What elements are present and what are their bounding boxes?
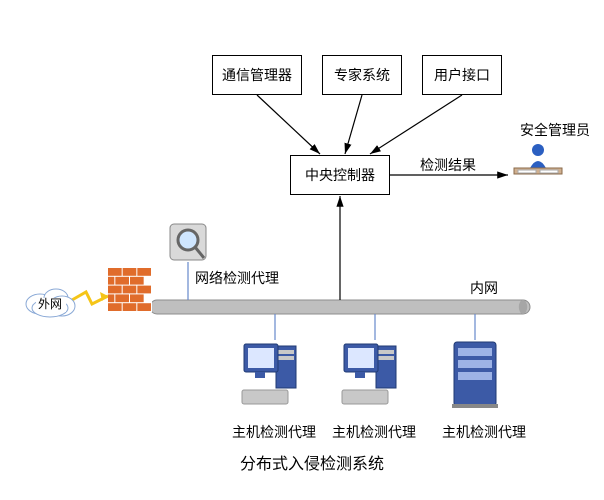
node-comm-mgr: 通信管理器 [212, 55, 302, 95]
node-user-if: 用户接口 [422, 55, 502, 95]
pc1-icon [240, 340, 312, 412]
diagram-canvas: 通信管理器专家系统用户接口中央控制器安全管理员检测结果网络检测代理主机检测代理主… [0, 0, 604, 500]
node-label: 用户接口 [434, 65, 490, 85]
host-agent1-label: 主机检测代理 [232, 422, 316, 442]
edge [345, 95, 362, 154]
node-label: 专家系统 [334, 65, 390, 85]
bus-label: 内网 [470, 278, 498, 298]
edge [370, 95, 462, 154]
detection-result-label: 检测结果 [420, 155, 476, 175]
sec-admin-label: 安全管理员 [520, 120, 590, 140]
firewall-icon [108, 268, 152, 312]
pc2-icon [340, 340, 412, 412]
scanner-icon [168, 222, 208, 262]
node-label: 中央控制器 [305, 165, 375, 185]
external-network-cloud: 外网 [22, 284, 78, 320]
edge [257, 95, 320, 154]
host-agent3-label: 主机检测代理 [442, 422, 526, 442]
node-expert-sys: 专家系统 [322, 55, 402, 95]
diagram-title: 分布式入侵检测系统 [240, 450, 384, 474]
network-agent-label: 网络检测代理 [195, 268, 279, 288]
svg-text:外网: 外网 [38, 297, 62, 311]
bus-cap [519, 300, 527, 314]
admin-icon [510, 140, 566, 186]
host-agent2-label: 主机检测代理 [332, 422, 416, 442]
node-label: 通信管理器 [222, 65, 292, 85]
server-icon [450, 340, 500, 410]
bolt-head [100, 292, 108, 301]
node-central-ctl: 中央控制器 [290, 155, 390, 195]
network-bus [150, 300, 530, 314]
